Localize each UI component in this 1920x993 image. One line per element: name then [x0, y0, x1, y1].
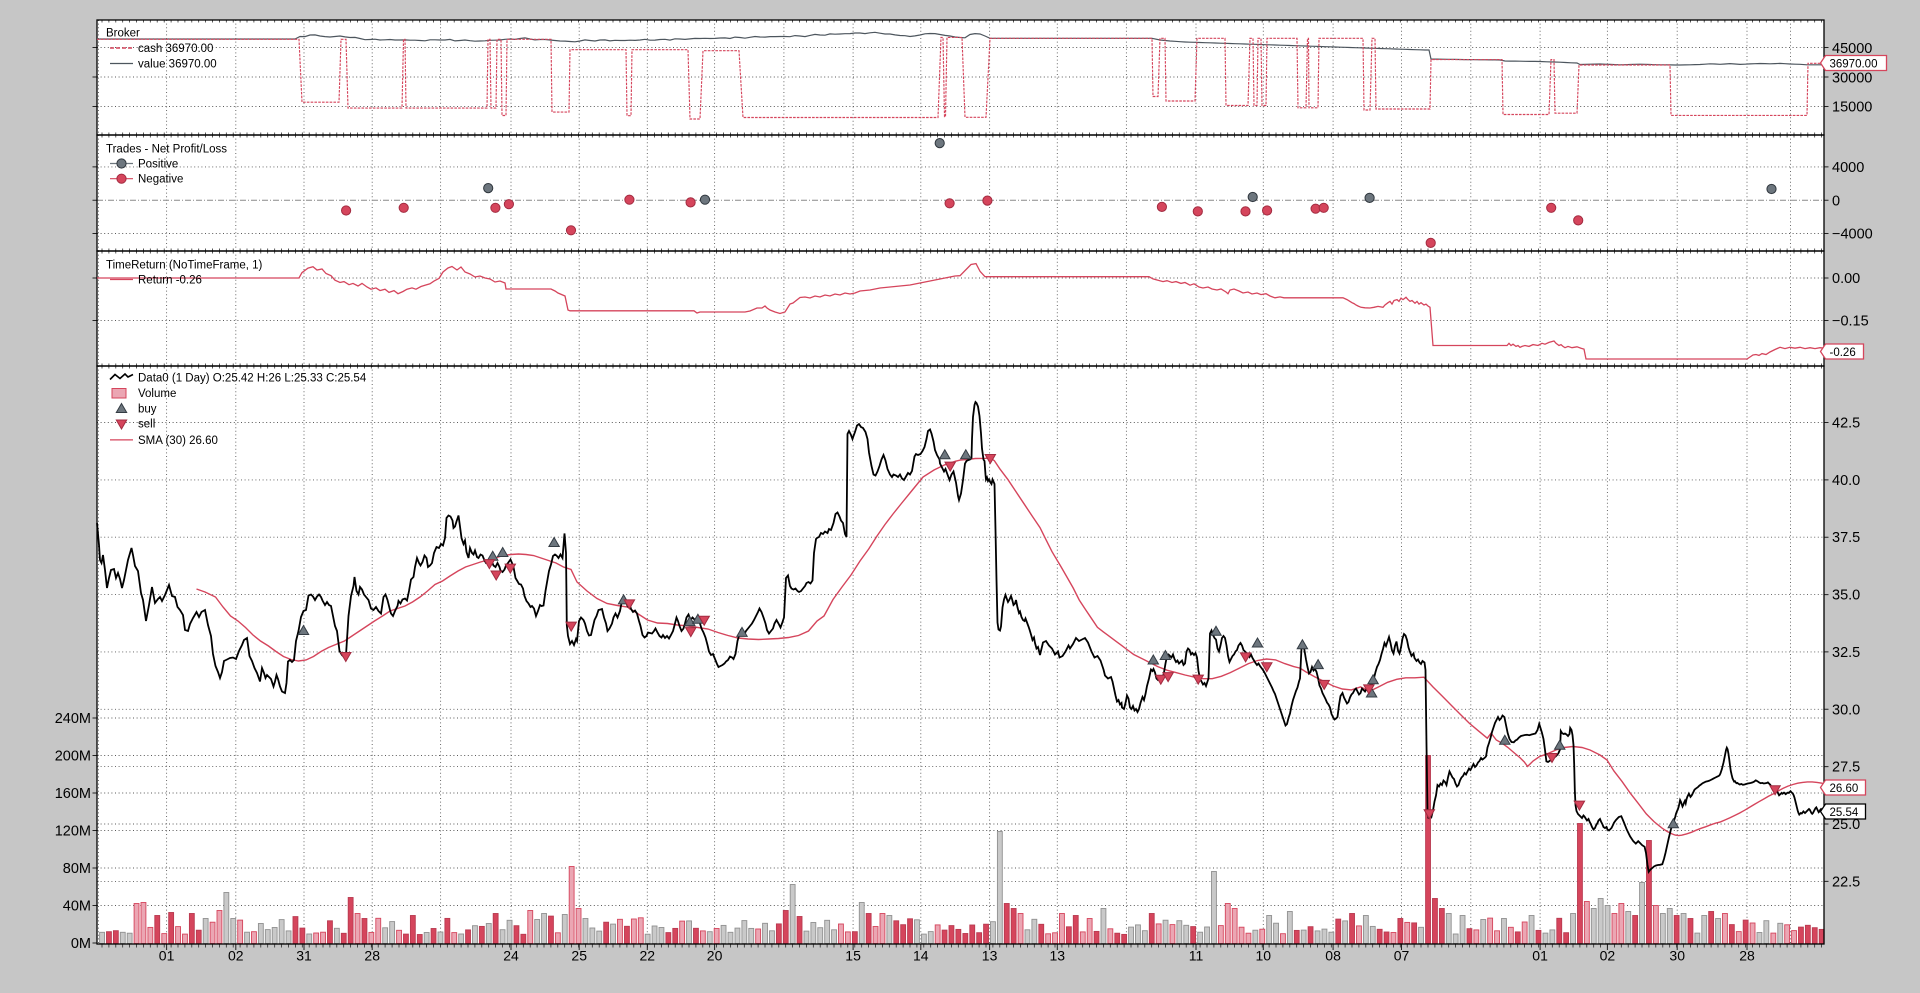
svg-text:02: 02: [228, 948, 244, 964]
svg-text:22: 22: [640, 948, 656, 964]
svg-text:14: 14: [913, 948, 929, 964]
svg-text:0M: 0M: [71, 936, 91, 952]
svg-text:−0.15: −0.15: [1832, 314, 1869, 330]
svg-text:20: 20: [707, 948, 723, 964]
svg-text:01: 01: [1532, 948, 1548, 964]
svg-text:buy: buy: [138, 403, 157, 415]
svg-text:11: 11: [1189, 948, 1204, 964]
svg-text:40.0: 40.0: [1832, 473, 1860, 489]
svg-text:200M: 200M: [55, 749, 91, 765]
svg-text:40M: 40M: [63, 899, 91, 915]
svg-text:30: 30: [1669, 948, 1685, 964]
svg-text:13: 13: [982, 948, 998, 964]
svg-text:10: 10: [1256, 948, 1272, 964]
svg-text:Trades - Net Profit/Loss: Trades - Net Profit/Loss: [106, 144, 227, 156]
svg-text:25: 25: [571, 948, 587, 964]
svg-text:Broker: Broker: [106, 28, 140, 40]
svg-text:28: 28: [1739, 948, 1755, 964]
svg-text:25.54: 25.54: [1830, 807, 1859, 819]
svg-text:15000: 15000: [1832, 100, 1872, 116]
svg-text:Negative: Negative: [138, 174, 183, 186]
svg-text:42.5: 42.5: [1832, 416, 1860, 432]
svg-text:-0.26: -0.26: [1830, 347, 1856, 359]
svg-text:37.5: 37.5: [1832, 530, 1860, 546]
svg-text:30000: 30000: [1832, 71, 1872, 87]
svg-text:26.60: 26.60: [1830, 783, 1859, 795]
svg-text:240M: 240M: [55, 711, 91, 727]
svg-text:120M: 120M: [55, 824, 91, 840]
svg-text:27.5: 27.5: [1832, 760, 1860, 776]
svg-text:160M: 160M: [55, 786, 91, 802]
svg-text:31: 31: [296, 948, 312, 964]
svg-text:−4000: −4000: [1832, 227, 1873, 243]
svg-text:sell: sell: [138, 419, 155, 431]
svg-text:02: 02: [1600, 948, 1616, 964]
svg-text:SMA (30) 26.60: SMA (30) 26.60: [138, 435, 218, 447]
svg-text:25.0: 25.0: [1832, 817, 1860, 833]
svg-text:08: 08: [1325, 948, 1341, 964]
svg-text:01: 01: [159, 948, 175, 964]
svg-text:value 36970.00: value 36970.00: [138, 59, 217, 71]
svg-text:35.0: 35.0: [1832, 588, 1860, 604]
svg-text:cash 36970.00: cash 36970.00: [138, 43, 213, 55]
svg-text:Data0 (1 Day) O:25.42 H:26 L:2: Data0 (1 Day) O:25.42 H:26 L:25.33 C:25.…: [138, 373, 367, 385]
svg-text:30.0: 30.0: [1832, 702, 1860, 718]
svg-text:07: 07: [1394, 948, 1410, 964]
svg-text:0: 0: [1832, 193, 1840, 209]
svg-text:13: 13: [1050, 948, 1066, 964]
svg-text:36970.00: 36970.00: [1830, 59, 1878, 71]
svg-text:0.00: 0.00: [1832, 271, 1860, 287]
svg-text:24: 24: [503, 948, 519, 964]
svg-text:32.5: 32.5: [1832, 645, 1860, 661]
svg-text:Volume: Volume: [138, 388, 176, 400]
svg-text:TimeReturn (NoTimeFrame, 1): TimeReturn (NoTimeFrame, 1): [106, 260, 263, 272]
svg-text:Positive: Positive: [138, 159, 178, 171]
svg-text:Return -0.26: Return -0.26: [138, 275, 202, 287]
svg-text:80M: 80M: [63, 861, 91, 877]
svg-text:28: 28: [364, 948, 380, 964]
svg-text:22.5: 22.5: [1832, 874, 1860, 890]
svg-text:4000: 4000: [1832, 160, 1864, 176]
svg-text:45000: 45000: [1832, 41, 1872, 57]
svg-text:15: 15: [845, 948, 861, 964]
